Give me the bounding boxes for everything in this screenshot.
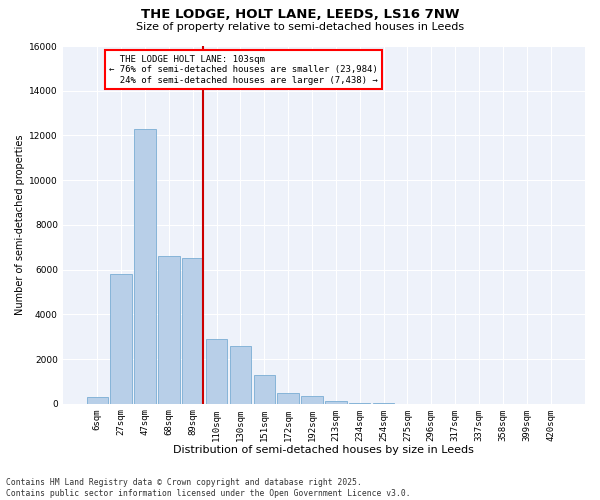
Text: THE LODGE HOLT LANE: 103sqm
← 76% of semi-detached houses are smaller (23,984)
 : THE LODGE HOLT LANE: 103sqm ← 76% of sem… [109, 55, 378, 84]
Bar [110, 274, 132, 404]
Bar [277, 392, 299, 404]
Bar [254, 374, 275, 404]
Bar [206, 339, 227, 404]
Bar [301, 396, 323, 404]
Bar [158, 256, 179, 404]
Bar [182, 258, 203, 404]
Bar [230, 346, 251, 404]
X-axis label: Distribution of semi-detached houses by size in Leeds: Distribution of semi-detached houses by … [173, 445, 475, 455]
Bar [134, 128, 155, 404]
Text: THE LODGE, HOLT LANE, LEEDS, LS16 7NW: THE LODGE, HOLT LANE, LEEDS, LS16 7NW [141, 8, 459, 20]
Text: Size of property relative to semi-detached houses in Leeds: Size of property relative to semi-detach… [136, 22, 464, 32]
Text: Contains HM Land Registry data © Crown copyright and database right 2025.
Contai: Contains HM Land Registry data © Crown c… [6, 478, 410, 498]
Bar [86, 397, 108, 404]
Y-axis label: Number of semi-detached properties: Number of semi-detached properties [15, 134, 25, 315]
Bar [349, 402, 370, 404]
Bar [325, 401, 347, 404]
